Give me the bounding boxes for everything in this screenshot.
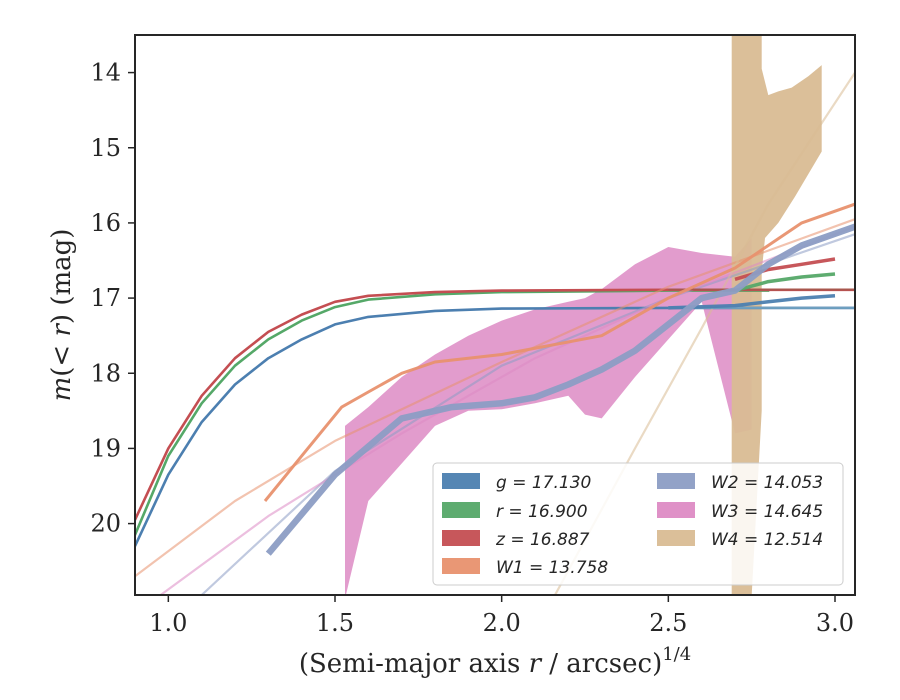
model-line-layer bbox=[135, 71, 855, 595]
x-axis-title: (Semi-major axis r / arcsec)1/4 bbox=[299, 644, 691, 679]
y-tick-label: 15 bbox=[90, 134, 121, 162]
x-tick-label: 3.0 bbox=[816, 609, 854, 637]
legend-swatch-r bbox=[442, 502, 480, 518]
y-tick-label: 17 bbox=[90, 284, 121, 312]
y-tick-label: 20 bbox=[90, 510, 121, 538]
band-w4 bbox=[731, 35, 822, 595]
legend-label-w3: W3 = 14.645 bbox=[711, 502, 823, 522]
y-axis-title: m(< r) (mag) bbox=[47, 229, 77, 402]
y-tick-label: 19 bbox=[90, 434, 121, 462]
x-axis: 1.0 1.5 2.0 2.5 3.0 bbox=[149, 595, 854, 637]
x-tick-label: 1.5 bbox=[316, 609, 354, 637]
x-tick-label: 2.5 bbox=[649, 609, 687, 637]
legend-swatch-w1 bbox=[442, 558, 480, 574]
x-tick-label: 2.0 bbox=[483, 609, 521, 637]
legend-swatch-g bbox=[442, 473, 480, 489]
model-line-z bbox=[135, 288, 855, 522]
legend-swatch-w4 bbox=[657, 530, 695, 546]
legend-label-r: r = 16.900 bbox=[496, 502, 588, 522]
legend-label-g: g = 17.130 bbox=[496, 473, 591, 493]
y-tick-label: 14 bbox=[90, 59, 121, 87]
observed-line-layer bbox=[263, 202, 855, 556]
observed-line-r bbox=[734, 272, 836, 293]
legend-swatch-z bbox=[442, 530, 480, 546]
observed-line-w1 bbox=[263, 202, 855, 502]
legend-swatch-w3 bbox=[657, 502, 695, 518]
legend-label-w1: W1 = 13.758 bbox=[496, 558, 608, 578]
x-tick-label: 1.0 bbox=[149, 609, 187, 637]
legend-label-w4: W4 = 12.514 bbox=[711, 530, 823, 550]
model-line-w3 bbox=[158, 225, 855, 595]
y-tick-label: 16 bbox=[90, 209, 121, 237]
observed-line-w2 bbox=[265, 223, 855, 556]
legend-label-z: z = 16.887 bbox=[495, 530, 590, 550]
model-line-w1 bbox=[135, 218, 855, 578]
model-line-w2 bbox=[200, 233, 855, 595]
legend: g = 17.130 W2 = 14.053 r = 16.900 W3 = 14.6… bbox=[432, 462, 844, 586]
band-layer bbox=[345, 35, 822, 595]
y-axis: 14 15 16 17 18 19 20 bbox=[90, 59, 135, 538]
plot-frame bbox=[134, 34, 856, 596]
legend-box bbox=[432, 462, 844, 586]
model-line-g bbox=[135, 306, 855, 548]
y-tick-label: 18 bbox=[90, 359, 121, 387]
observed-line-g bbox=[668, 294, 836, 310]
band-w3 bbox=[345, 238, 752, 595]
model-line-r bbox=[135, 289, 770, 537]
legend-label-w2: W2 = 14.053 bbox=[711, 473, 823, 493]
legend-swatch-w2 bbox=[657, 473, 695, 489]
